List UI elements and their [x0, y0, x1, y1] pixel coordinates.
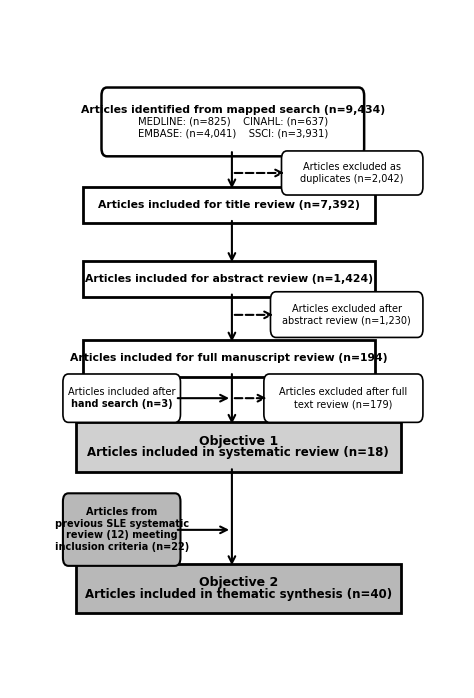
FancyBboxPatch shape	[282, 151, 423, 195]
FancyBboxPatch shape	[76, 564, 401, 613]
Text: EMBASE: (n=4,041)    SSCI: (n=3,931): EMBASE: (n=4,041) SSCI: (n=3,931)	[138, 128, 328, 139]
Text: Articles included in systematic review (n=18): Articles included in systematic review (…	[88, 447, 389, 459]
Text: inclusion criteria (n=22): inclusion criteria (n=22)	[55, 542, 189, 552]
Text: Articles included for title review (n=7,392): Articles included for title review (n=7,…	[98, 200, 360, 210]
FancyBboxPatch shape	[83, 260, 375, 297]
Text: Articles excluded as: Articles excluded as	[303, 162, 401, 172]
Text: Articles identified from mapped search (n=9,434): Articles identified from mapped search (…	[81, 105, 385, 115]
Text: Articles included in thematic synthesis (n=40): Articles included in thematic synthesis …	[85, 588, 392, 601]
FancyBboxPatch shape	[271, 292, 423, 337]
Text: Articles included for abstract review (n=1,424): Articles included for abstract review (n…	[85, 274, 373, 284]
Text: hand search (n=3): hand search (n=3)	[71, 399, 173, 409]
Text: Articles excluded after: Articles excluded after	[292, 304, 401, 313]
Text: text review (n=179): text review (n=179)	[294, 399, 392, 409]
FancyBboxPatch shape	[76, 422, 401, 472]
Text: Objective 2: Objective 2	[199, 576, 278, 589]
Text: review (12) meeting: review (12) meeting	[66, 530, 177, 540]
Text: abstract review (n=1,230): abstract review (n=1,230)	[283, 315, 411, 325]
FancyBboxPatch shape	[83, 187, 375, 223]
Text: Articles included after: Articles included after	[68, 387, 175, 397]
Text: Objective 1: Objective 1	[199, 435, 278, 447]
Text: previous SLE systematic: previous SLE systematic	[55, 519, 189, 528]
Text: duplicates (n=2,042): duplicates (n=2,042)	[301, 174, 404, 184]
FancyBboxPatch shape	[264, 374, 423, 422]
Text: Articles excluded after full: Articles excluded after full	[279, 387, 408, 397]
Text: MEDLINE: (n=825)    CINAHL: (n=637): MEDLINE: (n=825) CINAHL: (n=637)	[138, 117, 328, 127]
Text: Articles included for full manuscript review (n=194): Articles included for full manuscript re…	[71, 353, 388, 364]
FancyBboxPatch shape	[83, 340, 375, 377]
Text: Articles from: Articles from	[86, 507, 157, 517]
FancyBboxPatch shape	[63, 493, 181, 566]
FancyBboxPatch shape	[63, 374, 181, 422]
FancyBboxPatch shape	[101, 87, 364, 156]
